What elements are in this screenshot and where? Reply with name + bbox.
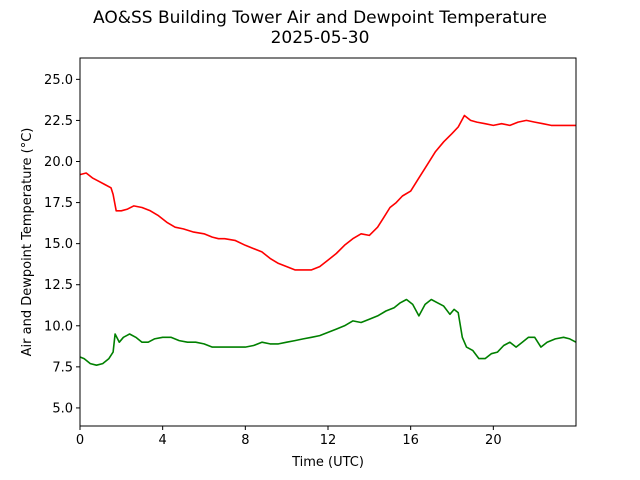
x-tick-label: 20: [485, 433, 502, 448]
y-tick-label: 10.0: [44, 319, 73, 334]
plot-frame: [79, 57, 577, 427]
plot-lines: [79, 114, 577, 367]
x-tick-label: 0: [76, 433, 84, 448]
x-tick-label: 16: [402, 433, 419, 448]
y-axis-label: Air and Dewpoint Temperature (°C): [20, 128, 35, 357]
y-tick-label: 15.0: [44, 237, 73, 252]
y-tick-label: 5.0: [52, 401, 73, 416]
x-axis: 0 4 8 12 16 20: [76, 426, 502, 448]
series-line-1: [79, 114, 576, 271]
chart-title: AO&SS Building Tower Air and Dewpoint Te…: [92, 8, 547, 28]
chart-subtitle: 2025-05-30: [270, 28, 370, 48]
y-axis: 5.0 7.5 10.0 12.5 15.0 17.5 20.0 22.5 25.0: [44, 73, 80, 416]
series-line-2: [79, 298, 577, 367]
x-tick-label: 4: [159, 433, 167, 448]
x-tick-label: 12: [320, 433, 337, 448]
y-tick-label: 22.5: [44, 114, 73, 129]
y-tick-label: 17.5: [44, 196, 73, 211]
x-axis-label: Time (UTC): [291, 455, 364, 470]
y-tick-label: 12.5: [44, 278, 73, 293]
y-tick-label: 7.5: [52, 360, 73, 375]
x-tick-label: 8: [241, 433, 249, 448]
y-tick-label: 20.0: [44, 155, 73, 170]
y-tick-label: 25.0: [44, 73, 73, 88]
